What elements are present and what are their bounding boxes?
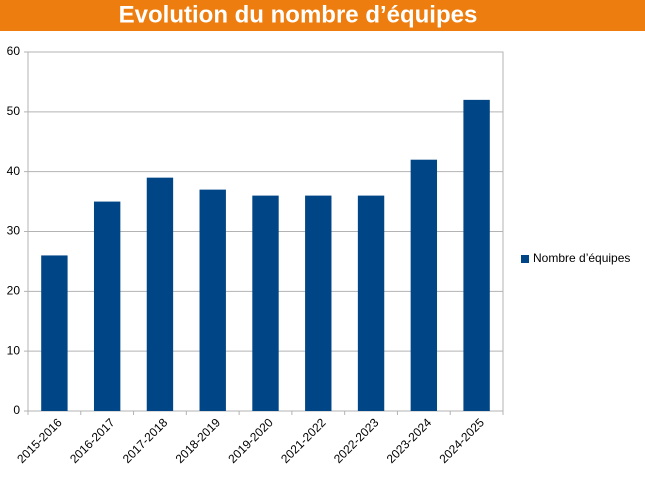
- y-tick-label: 20: [7, 284, 21, 298]
- bar: [463, 99, 490, 411]
- bar: [357, 195, 385, 411]
- x-tick-label: 2024-2025: [436, 415, 487, 466]
- x-tick-label: 2018-2019: [173, 415, 224, 466]
- title-banner: [0, 0, 645, 31]
- x-tick-label: 2015-2016: [14, 415, 65, 466]
- bar: [146, 177, 174, 411]
- chart-title: Evolution du nombre d’équipes: [119, 1, 478, 28]
- x-tick-label: 2022-2023: [331, 415, 382, 466]
- x-tick-label: 2016-2017: [67, 415, 118, 466]
- legend-swatch: [521, 255, 529, 263]
- bar: [410, 159, 438, 411]
- bar: [305, 195, 332, 411]
- x-tick-label: 2017-2018: [120, 415, 171, 466]
- legend-label: Nombre d’équipes: [533, 251, 630, 265]
- y-tick-label: 10: [7, 343, 21, 357]
- bar: [41, 255, 68, 411]
- bar: [252, 195, 279, 411]
- x-tick-label: 2023-2024: [384, 415, 435, 466]
- y-tick-label: 50: [7, 104, 21, 118]
- y-tick-label: 40: [7, 164, 21, 178]
- x-tick-label: 2019-2020: [225, 415, 276, 466]
- y-tick-label: 30: [7, 224, 21, 238]
- bar: [93, 201, 121, 411]
- y-tick-label: 0: [13, 403, 20, 417]
- x-tick-label: 2021-2022: [278, 415, 329, 466]
- bar: [199, 189, 226, 411]
- y-tick-label: 60: [7, 44, 21, 58]
